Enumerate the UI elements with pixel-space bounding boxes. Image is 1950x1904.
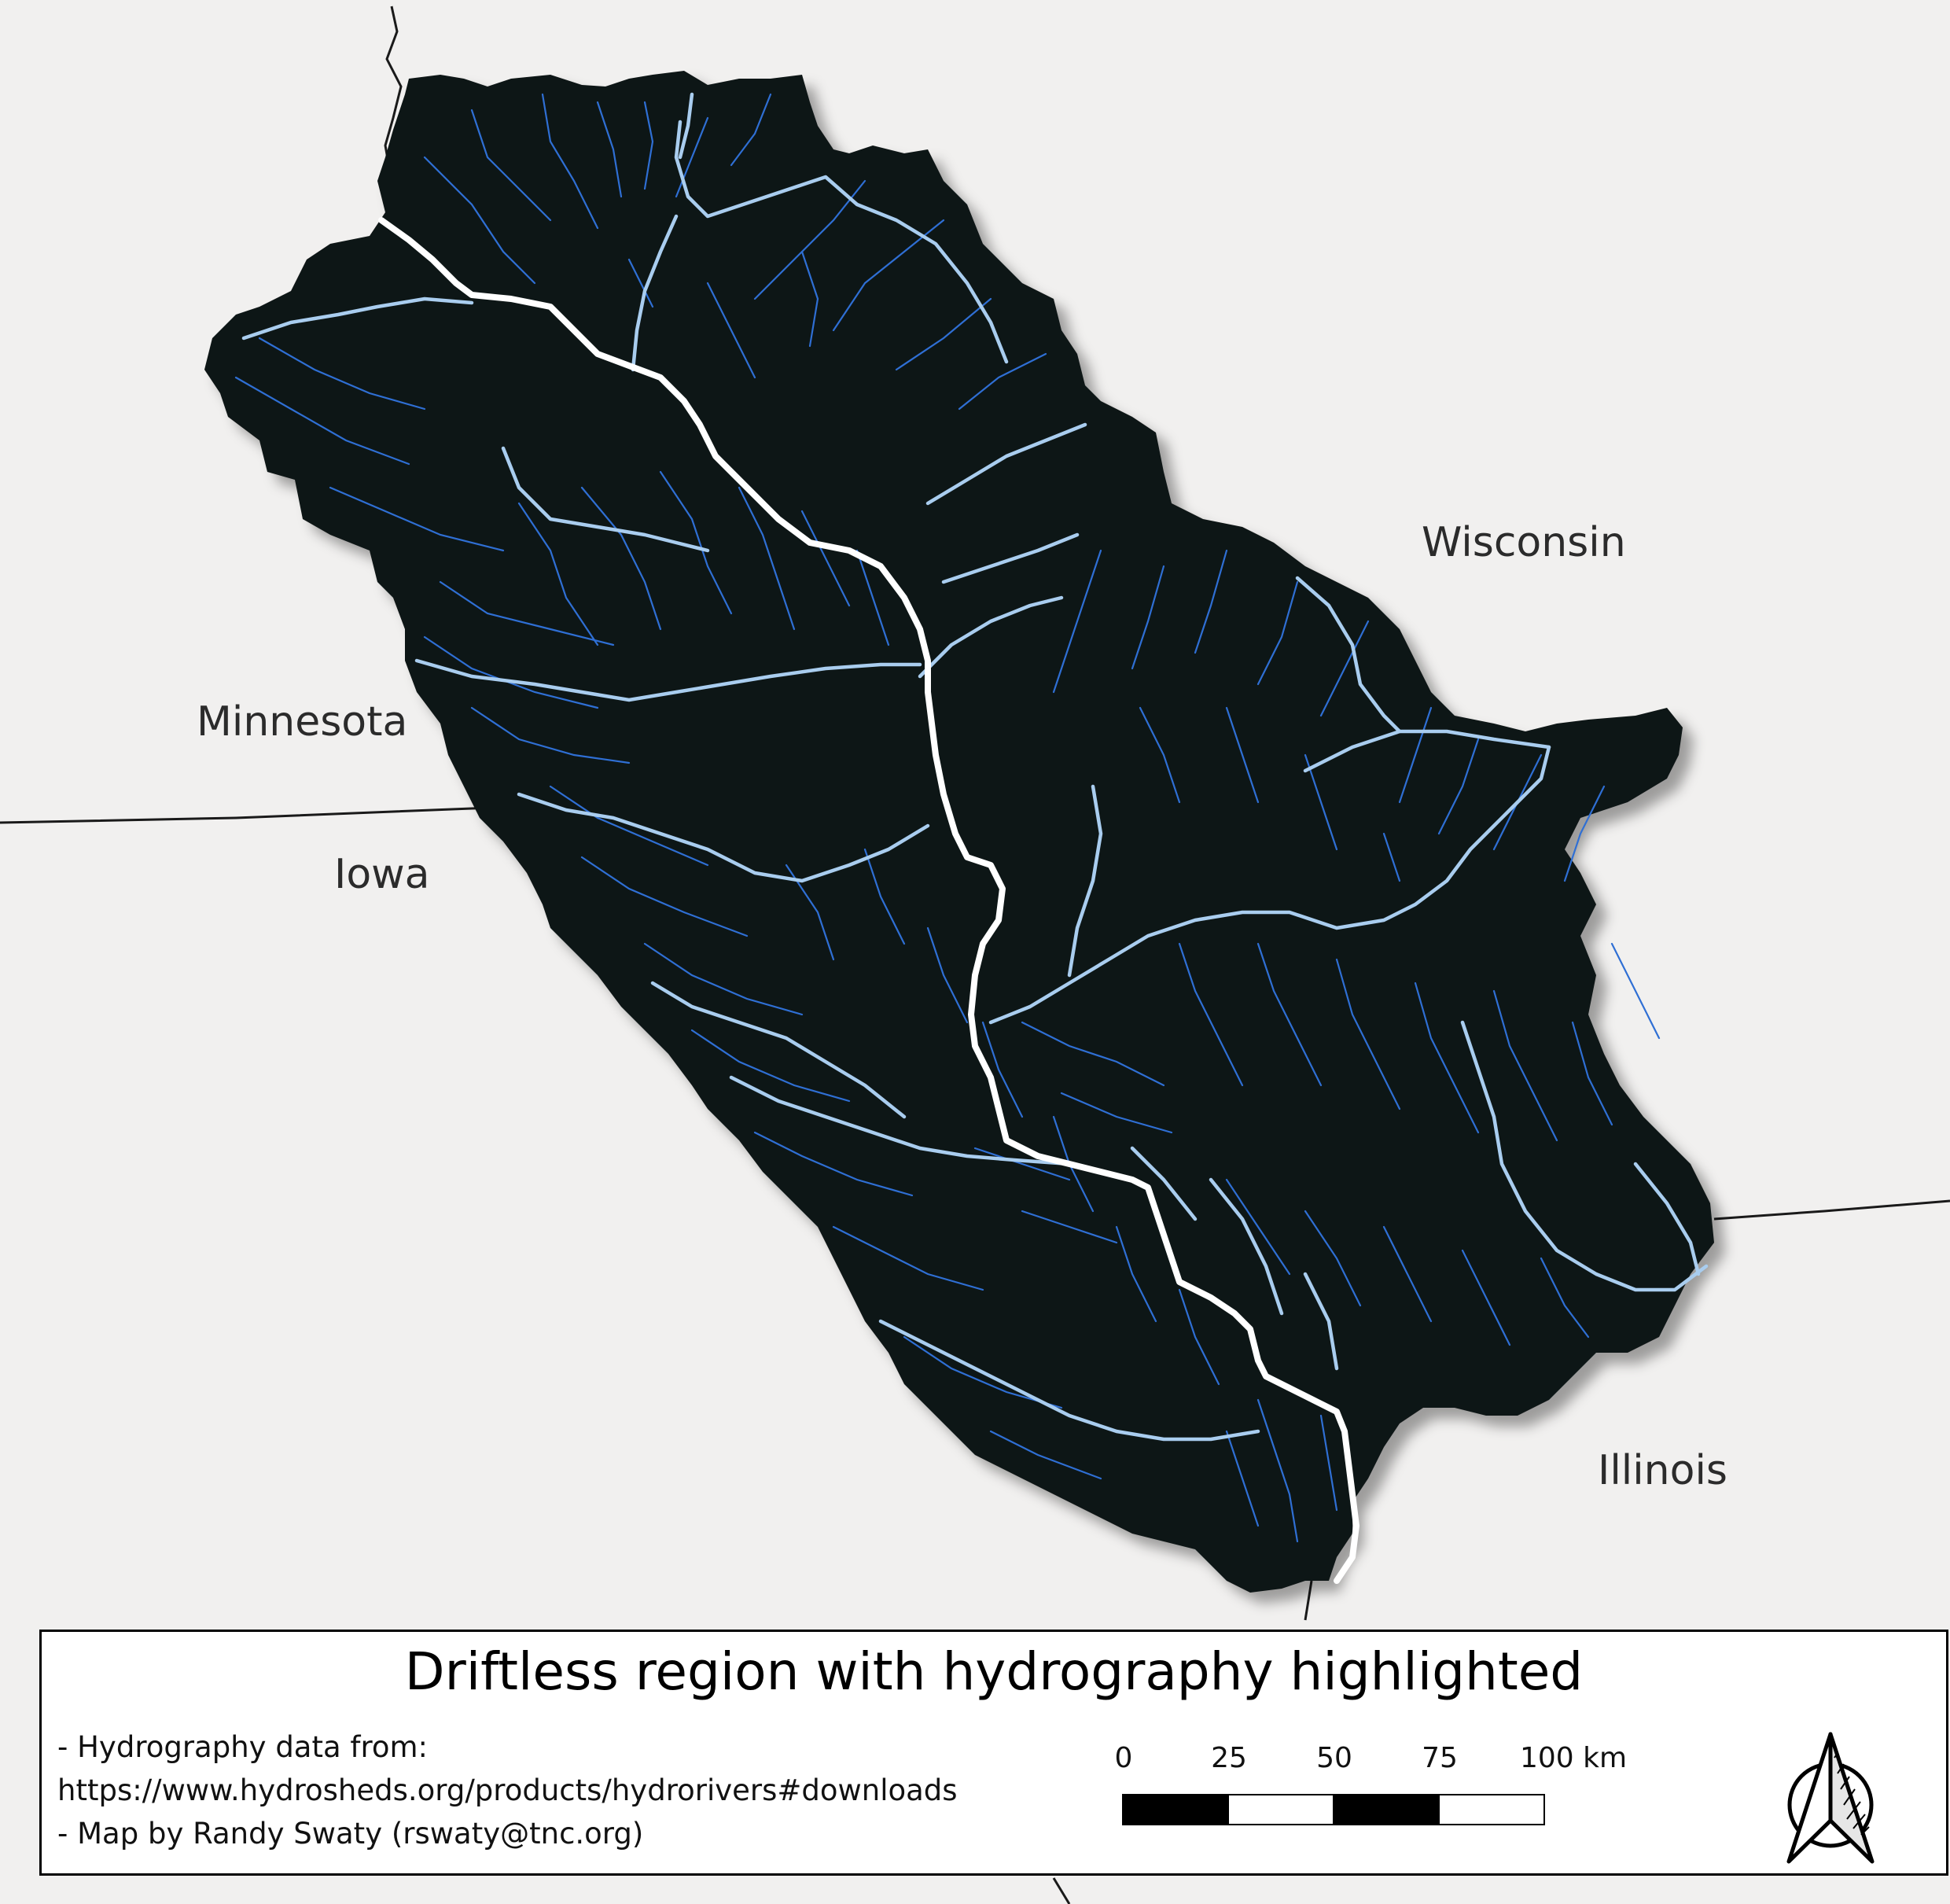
label-iowa: Iowa bbox=[334, 851, 430, 898]
scale-tick-25: 25 bbox=[1211, 1742, 1247, 1774]
boundary-mn-wi-north bbox=[384, 6, 403, 182]
scale-bar: 0 25 50 75 100 km bbox=[1064, 1742, 1627, 1868]
scale-tick-75: 75 bbox=[1422, 1742, 1458, 1774]
river-kickapoo bbox=[1067, 784, 1103, 978]
river-upper-north bbox=[674, 120, 1009, 364]
scale-segment-2 bbox=[1227, 1794, 1334, 1825]
river-platte bbox=[1209, 1177, 1284, 1316]
scale-segment-4 bbox=[1438, 1794, 1545, 1825]
label-minnesota: Minnesota bbox=[197, 698, 408, 746]
river-trempealeau bbox=[941, 532, 1080, 584]
river-baraboo bbox=[1303, 729, 1551, 773]
river-upper-iowa bbox=[517, 792, 930, 883]
river-galena bbox=[1303, 1272, 1339, 1371]
river-maquoketa bbox=[878, 1319, 1260, 1442]
river-red-cedar bbox=[1295, 576, 1402, 734]
river-rock bbox=[1633, 1162, 1701, 1276]
scale-tick-100: 100 km bbox=[1519, 1742, 1628, 1774]
river-upper-trib bbox=[678, 92, 694, 160]
boundary-bottom bbox=[1052, 1877, 1071, 1904]
river-black bbox=[925, 422, 1087, 506]
boundary-wi-il bbox=[1713, 1199, 1950, 1221]
river-grant bbox=[1130, 1146, 1198, 1221]
mississippi-river bbox=[378, 217, 1359, 1584]
river-root bbox=[414, 658, 922, 702]
river-turkey bbox=[729, 1075, 1072, 1166]
map-title: Driftless region with hydrography highli… bbox=[404, 1641, 1584, 1702]
author-note: - Map by Randy Swaty (rswaty@tnc.org) bbox=[57, 1817, 644, 1851]
label-illinois: Illinois bbox=[1598, 1447, 1727, 1494]
river-zumbro bbox=[631, 214, 679, 372]
river-wisconsin bbox=[988, 745, 1551, 1025]
river-pecatonica bbox=[1460, 1020, 1709, 1292]
scale-tick-50: 50 bbox=[1316, 1742, 1352, 1774]
scale-segment-3 bbox=[1333, 1794, 1440, 1825]
north-arrow-icon bbox=[1786, 1732, 1875, 1864]
major-rivers bbox=[241, 92, 1709, 1442]
source-note-1: - Hydrography data from: bbox=[57, 1730, 428, 1764]
scale-bar-graphic bbox=[1122, 1794, 1545, 1825]
scale-segment-1 bbox=[1122, 1794, 1229, 1825]
river-yellow bbox=[650, 981, 907, 1119]
label-wisconsin: Wisconsin bbox=[1422, 519, 1626, 566]
source-note-2: https://www.hydrosheds.org/products/hydr… bbox=[57, 1773, 958, 1807]
legend-box: Driftless region with hydrography highli… bbox=[39, 1630, 1948, 1876]
river-whitewater bbox=[501, 446, 710, 553]
river-cannon bbox=[241, 296, 474, 341]
river-la-crosse bbox=[918, 595, 1064, 679]
driftless-region-polygon bbox=[204, 71, 1714, 1593]
scale-tick-0: 0 bbox=[1114, 1742, 1133, 1774]
boundary-ia-il-south bbox=[1304, 1580, 1313, 1621]
